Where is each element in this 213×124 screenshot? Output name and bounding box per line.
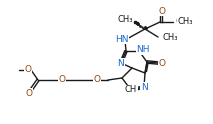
Text: O: O <box>158 59 166 67</box>
Text: O: O <box>59 76 66 84</box>
Text: CH: CH <box>125 86 137 94</box>
Text: O: O <box>26 89 33 97</box>
Text: O: O <box>176 17 183 27</box>
Text: O: O <box>161 33 168 43</box>
Text: O: O <box>158 6 166 16</box>
Text: O: O <box>24 65 32 75</box>
Text: CH₃: CH₃ <box>162 33 178 43</box>
Text: HN: HN <box>115 34 129 44</box>
Text: NH: NH <box>136 46 150 55</box>
Text: N: N <box>141 82 147 92</box>
Text: CH₃: CH₃ <box>118 16 133 25</box>
Text: O: O <box>94 76 101 84</box>
Text: N: N <box>118 59 124 67</box>
Text: CH₃: CH₃ <box>177 17 193 27</box>
